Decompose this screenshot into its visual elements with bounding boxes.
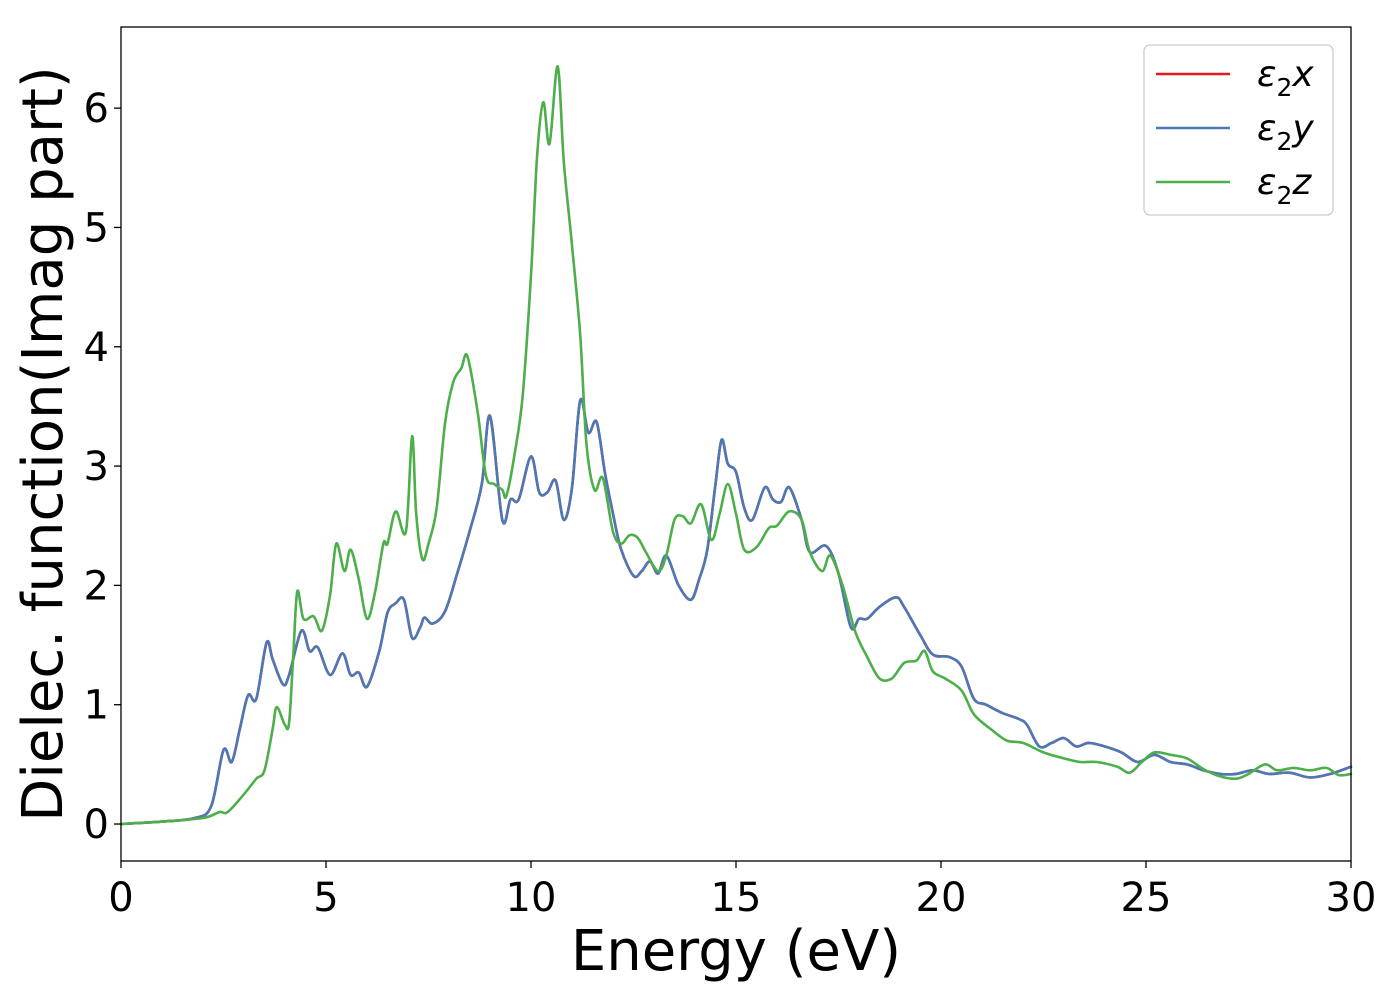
x-tick-label: 0 [108, 875, 133, 921]
y-tick-label: 1 [84, 683, 109, 729]
y-axis-ticks: 0 1 2 3 4 5 6 [84, 86, 121, 848]
x-axis-ticks: 0 5 10 15 20 25 30 [108, 861, 1376, 921]
x-tick-label: 5 [313, 875, 338, 921]
y-tick-label: 0 [84, 802, 109, 848]
legend-frame [1143, 44, 1334, 216]
series-line-z [119, 65, 1353, 826]
x-tick-label: 30 [1326, 875, 1377, 921]
legend-label-x: ε2x [1257, 54, 1314, 102]
legend-label-z: ε2z [1257, 162, 1312, 210]
x-axis-label: Energy (eV) [571, 919, 901, 984]
x-tick-label: 10 [506, 875, 557, 921]
y-axis-label: Dielec. function(Imag part) [11, 66, 76, 822]
x-tick-label: 20 [916, 875, 967, 921]
y-tick-label: 4 [84, 325, 109, 371]
plot-lines [119, 65, 1353, 826]
x-tick-label: 15 [711, 875, 762, 921]
y-tick-label: 6 [84, 86, 109, 132]
y-tick-label: 3 [84, 444, 109, 490]
legend: ε2x ε2y ε2z [1143, 44, 1334, 216]
series-line-y [119, 397, 1353, 826]
legend-label-y: ε2y [1257, 108, 1314, 156]
y-tick-label: 2 [84, 563, 109, 609]
x-tick-label: 25 [1121, 875, 1172, 921]
y-tick-label: 5 [84, 205, 109, 251]
